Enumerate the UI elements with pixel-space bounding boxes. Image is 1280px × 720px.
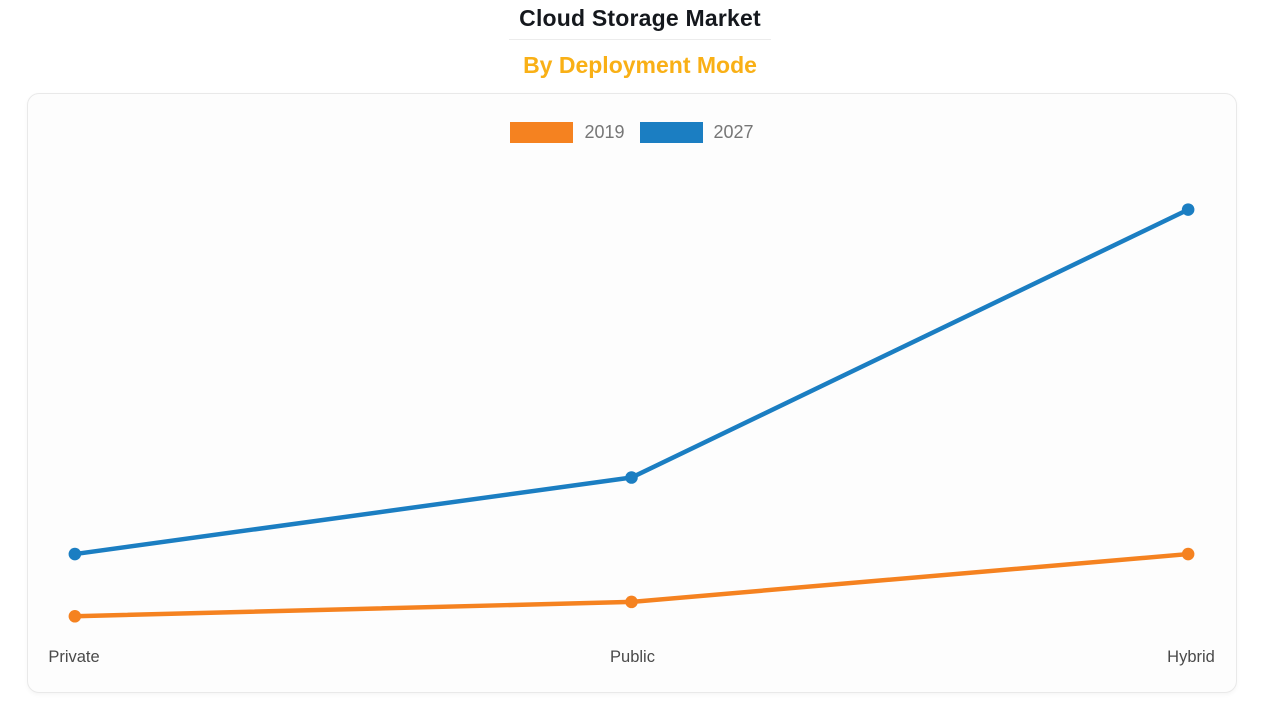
x-axis-label-public: Public [610,648,655,666]
data-point-2027-Public [625,471,638,484]
x-axis-label-hybrid: Hybrid [1167,648,1215,666]
chart-subtitle: By Deployment Mode [523,52,757,78]
data-point-2027-Hybrid [1181,203,1195,216]
legend-swatch-2027 [639,122,703,143]
legend-label-2019: 2019 [584,122,625,142]
data-point-2019-Public [625,595,638,609]
data-point-2019-Private [68,609,82,623]
chart-title: Cloud Storage Market [519,5,761,31]
chart-card: 2019 2027 Private Public Hybrid [27,93,1237,693]
title-divider [509,39,771,40]
series-line-2027 [72,207,1191,557]
legend-item-2019[interactable]: 2019 [510,122,625,143]
line-chart-canvas [68,203,1195,623]
legend-swatch-2019 [510,122,574,143]
data-point-2027-Private [68,547,82,561]
legend-item-2027[interactable]: 2027 [639,122,754,143]
legend: 2019 2027 [28,122,1236,143]
legend-label-2027: 2027 [713,122,754,142]
x-axis-label-private: Private [48,648,100,666]
chart-header: Cloud Storage Market By Deployment Mode [0,0,1280,79]
data-point-2019-Hybrid [1181,547,1195,561]
